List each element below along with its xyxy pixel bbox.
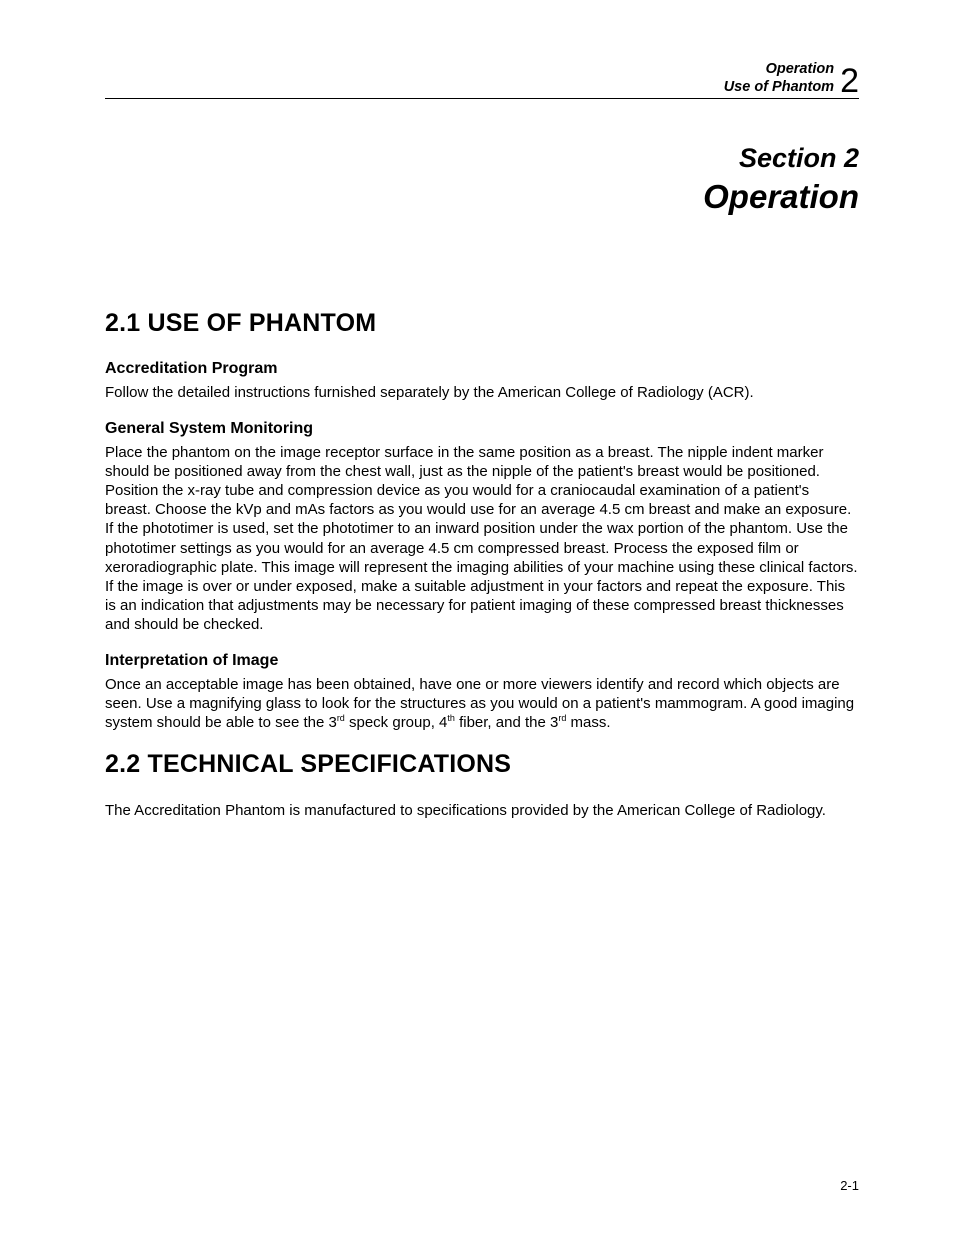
accreditation-body: Follow the detailed instructions furnish… <box>105 383 859 402</box>
chapter-number: 2 <box>840 64 859 98</box>
monitoring-block: General System Monitoring Place the phan… <box>105 420 859 633</box>
interpretation-heading: Interpretation of Image <box>105 652 859 670</box>
accreditation-block: Accreditation Program Follow the detaile… <box>105 360 859 402</box>
document-page: Operation Use of Phantom 2 Section 2 Ope… <box>0 0 954 1235</box>
section-title-block: Section 2 Operation <box>105 141 859 219</box>
page-number: 2-1 <box>840 1178 859 1193</box>
header-line-2: Use of Phantom <box>724 78 834 96</box>
heading-2-2: 2.2 TECHNICAL SPECIFICATIONS <box>105 750 859 779</box>
running-header: Operation Use of Phantom 2 <box>105 60 859 99</box>
interpretation-body: Once an acceptable image has been obtain… <box>105 675 859 732</box>
header-line-1: Operation <box>724 60 834 78</box>
section-title-line-2: Operation <box>105 176 859 219</box>
monitoring-heading: General System Monitoring <box>105 420 859 438</box>
tech-spec-body: The Accreditation Phantom is manufacture… <box>105 801 859 820</box>
monitoring-body: Place the phantom on the image receptor … <box>105 443 859 633</box>
heading-2-1: 2.1 USE OF PHANTOM <box>105 309 859 338</box>
interpretation-block: Interpretation of Image Once an acceptab… <box>105 652 859 732</box>
section-title-line-1: Section 2 <box>105 141 859 176</box>
section-2-2: 2.2 TECHNICAL SPECIFICATIONS The Accredi… <box>105 750 859 820</box>
header-text-block: Operation Use of Phantom <box>724 60 834 96</box>
accreditation-heading: Accreditation Program <box>105 360 859 378</box>
section-2-1: 2.1 USE OF PHANTOM Accreditation Program… <box>105 309 859 732</box>
